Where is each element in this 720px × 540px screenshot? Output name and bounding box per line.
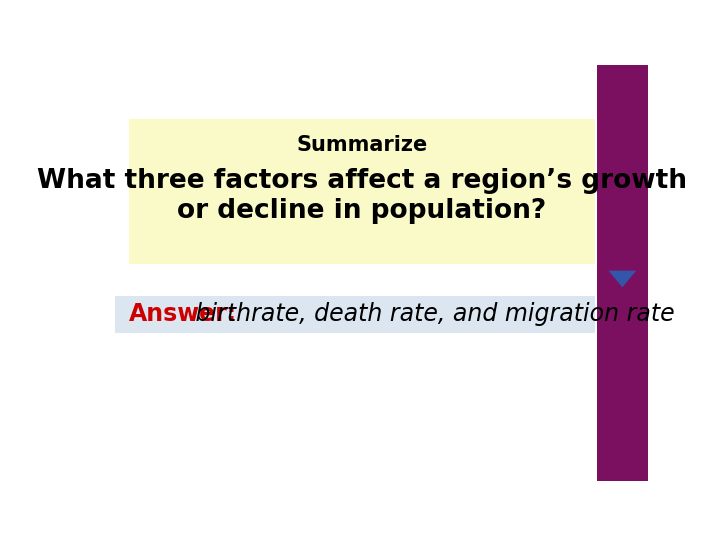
Bar [115, 295, 595, 333]
Text: Summarize: Summarize [297, 136, 428, 156]
Text: Answer:: Answer: [129, 302, 237, 326]
Text: birthrate, death rate, and migration rate: birthrate, death rate, and migration rat… [188, 302, 674, 326]
Polygon shape [608, 271, 636, 287]
Text: What three factors affect a region’s growth
or decline in population?: What three factors affect a region’s gro… [37, 168, 687, 224]
Bar [597, 65, 648, 481]
Bar [129, 119, 595, 265]
